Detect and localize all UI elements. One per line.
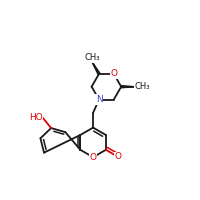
Text: HO: HO (29, 113, 43, 122)
Polygon shape (121, 86, 135, 88)
Text: O: O (90, 153, 97, 162)
Text: CH₃: CH₃ (85, 53, 100, 62)
Text: CH₃: CH₃ (135, 82, 150, 91)
Text: O: O (115, 152, 122, 161)
Text: N: N (96, 95, 102, 104)
Polygon shape (92, 62, 100, 74)
Text: O: O (110, 69, 117, 78)
